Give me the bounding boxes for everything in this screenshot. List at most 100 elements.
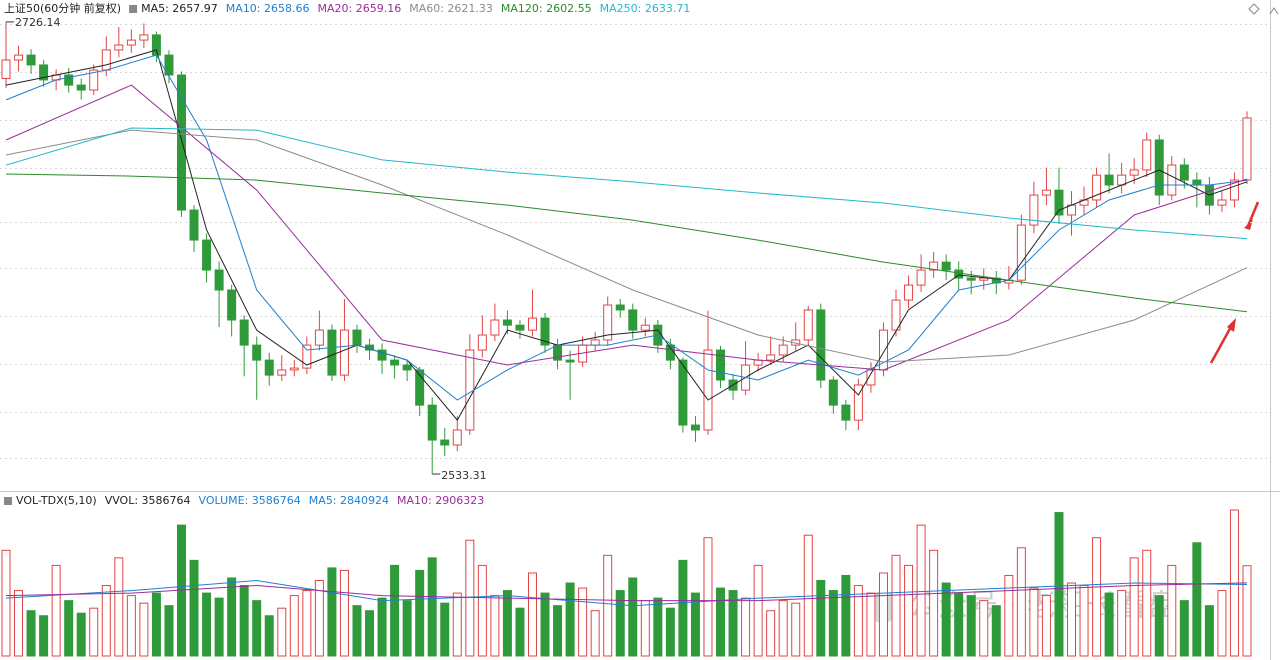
volume-bar — [941, 582, 951, 657]
arrow-down — [1244, 201, 1260, 230]
volume-bar — [954, 592, 964, 657]
candle-body — [716, 349, 726, 381]
volume-bar — [678, 559, 688, 657]
volume-bar — [101, 585, 111, 657]
volume-bar — [916, 524, 926, 657]
volume-bar — [390, 564, 400, 657]
candle-body — [929, 261, 939, 271]
header-icon — [4, 497, 12, 505]
volume-bar — [979, 600, 989, 657]
candle-body — [465, 349, 475, 431]
volume-bar — [716, 587, 726, 657]
low-annotation: 2533.31 — [441, 469, 487, 482]
candle-body — [214, 269, 224, 291]
volume-bar — [1016, 547, 1026, 657]
candle-body — [753, 359, 763, 366]
ma-line — [5, 54, 1248, 401]
candle-body — [1179, 164, 1189, 181]
candle-body — [1029, 194, 1039, 226]
toggle-icon[interactable] — [1248, 3, 1260, 15]
volume-bar — [1167, 564, 1177, 657]
volume-bar — [553, 605, 563, 657]
candle-body — [1, 59, 11, 80]
candle-body — [289, 367, 299, 371]
candle-body — [803, 309, 813, 341]
candle-body — [678, 359, 688, 426]
candle-body — [339, 329, 349, 376]
volume-bar — [252, 600, 262, 657]
ma-label: MA120: 2602.55 — [501, 2, 592, 15]
volume-bar — [327, 567, 337, 657]
candle-body — [1142, 139, 1152, 171]
volume-bar — [51, 564, 61, 657]
chart-title: 上证50(60分钟 前复权) — [4, 1, 121, 15]
volume-bar — [151, 592, 161, 657]
volume-bar — [377, 597, 387, 657]
volume-bar — [728, 590, 738, 657]
candle-body — [89, 69, 99, 91]
volume-bar — [126, 595, 136, 657]
ma-label: MA60: 2621.33 — [409, 2, 493, 15]
candle-body — [477, 334, 487, 351]
volume-bar — [828, 590, 838, 657]
ma-line — [5, 127, 1248, 240]
candle-body — [277, 369, 287, 376]
volume-bar — [1242, 565, 1252, 657]
candle-body — [390, 359, 400, 366]
candle-body — [941, 261, 951, 271]
volume-bar — [189, 559, 199, 657]
volume-bar — [402, 600, 412, 657]
volume-bar — [665, 607, 675, 657]
candle-body — [565, 359, 575, 363]
volume-title: VOL-TDX(5,10) — [16, 494, 97, 507]
volume-bar — [1217, 590, 1227, 657]
volume-bar — [1154, 595, 1164, 657]
volume-bar — [766, 610, 776, 657]
candle-body — [64, 74, 74, 86]
candle-body — [628, 309, 638, 331]
ma-line — [5, 173, 1248, 313]
collapse-icon[interactable] — [1269, 7, 1279, 15]
candle-body — [490, 319, 500, 336]
candle-body — [916, 269, 926, 286]
candle-body — [866, 369, 876, 386]
ma-line — [5, 582, 1248, 602]
volume-bar — [415, 569, 425, 657]
candle-body — [515, 324, 525, 331]
ma-line — [5, 84, 1248, 371]
volume-bar — [778, 600, 788, 657]
candle-body — [1154, 139, 1164, 196]
volume-bar — [878, 572, 888, 657]
candle-body — [828, 379, 838, 406]
candle-body — [314, 329, 324, 346]
candle-body — [1192, 179, 1202, 186]
volume-bar — [853, 585, 863, 657]
candle-body — [1167, 164, 1177, 196]
ma-label: MA10: 2658.66 — [226, 2, 310, 15]
volume-bar — [991, 605, 1001, 657]
volume-bar — [440, 602, 450, 657]
volume-bar — [628, 577, 638, 657]
candle-body — [841, 404, 851, 421]
candle-body — [766, 354, 776, 361]
volume-bar — [339, 569, 349, 657]
volume-bar — [816, 580, 826, 657]
candle-body — [615, 304, 625, 311]
candle-body — [176, 74, 186, 211]
candle-body — [352, 329, 362, 346]
volume-bar — [202, 592, 212, 657]
candle-body — [189, 209, 199, 241]
ma-label: MA250: 2633.71 — [600, 2, 691, 15]
candle-body — [778, 344, 788, 356]
volume-bar — [841, 574, 851, 657]
volume-bar — [1142, 549, 1152, 657]
volume-bar — [365, 610, 375, 657]
volume-label: VOLUME: 3586764 — [199, 494, 301, 507]
volume-bar — [603, 554, 613, 657]
candle-body — [1229, 179, 1239, 201]
volume-bar — [1054, 512, 1064, 657]
candle-body — [816, 309, 826, 381]
volume-bar — [515, 607, 525, 657]
candle-body — [1041, 189, 1051, 196]
